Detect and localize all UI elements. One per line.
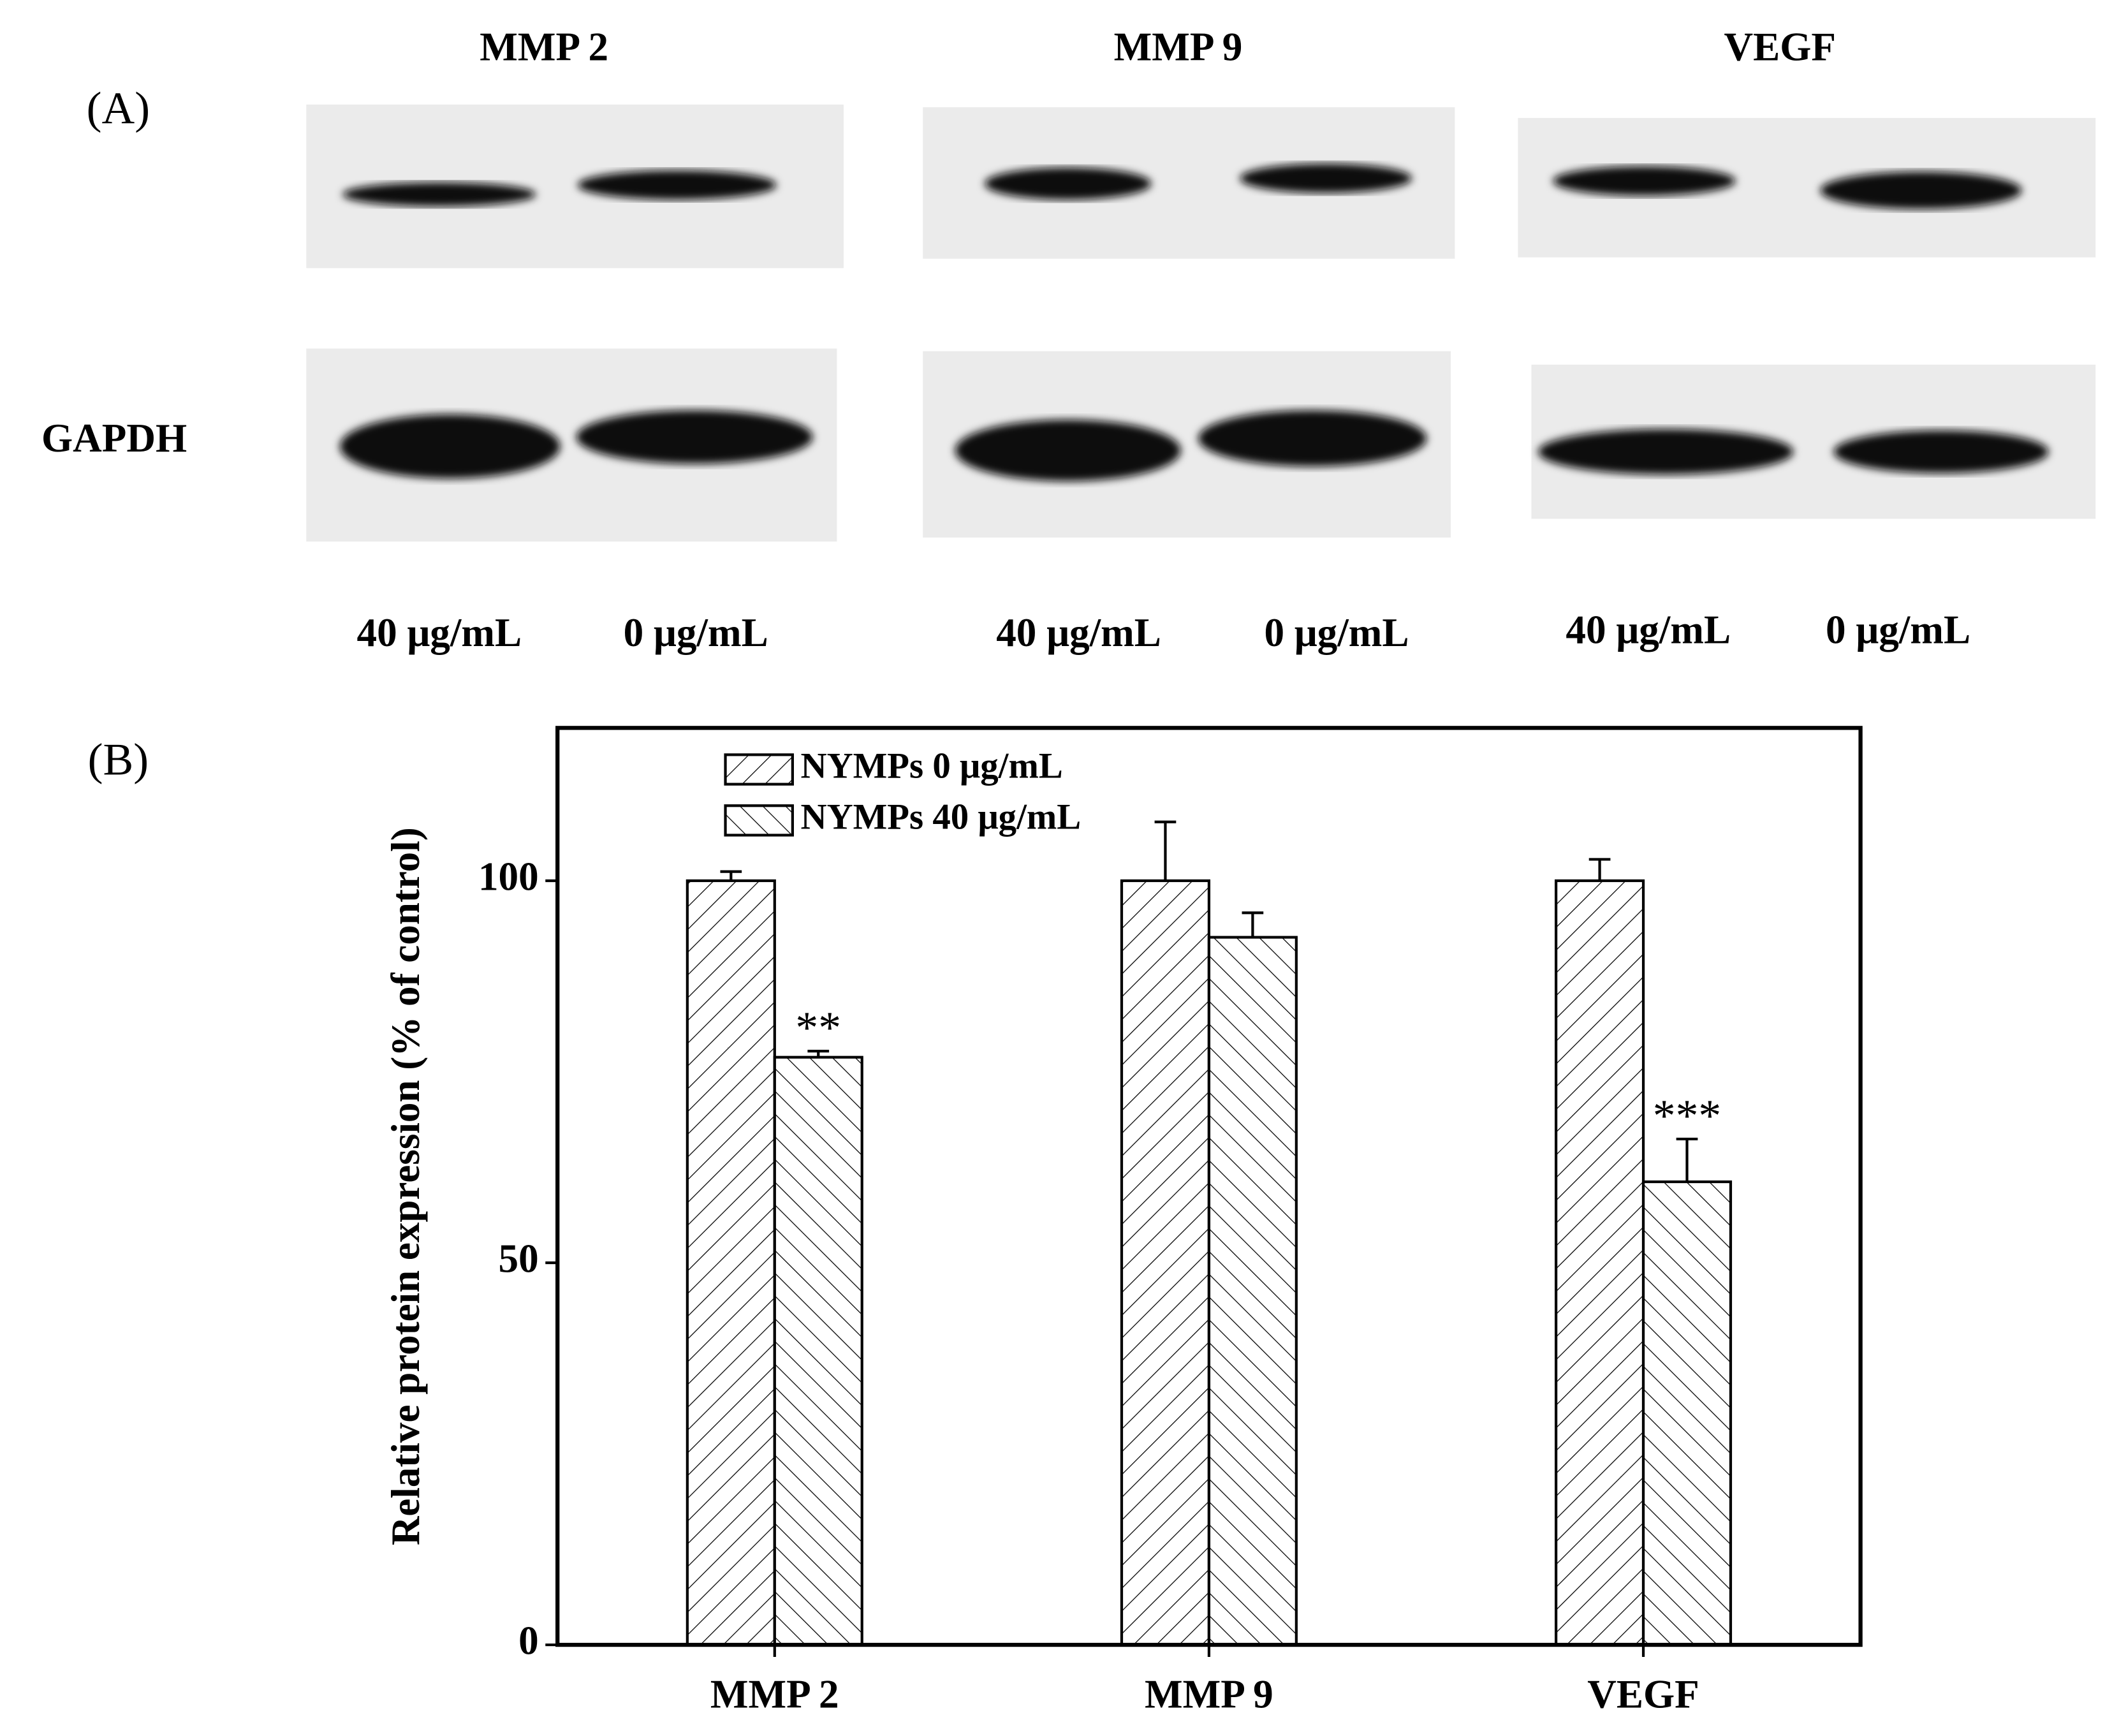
x-tick-label: MMP 2 bbox=[710, 1672, 839, 1717]
lane-label: 0 μg/mL bbox=[1264, 610, 1409, 655]
band bbox=[1820, 172, 2022, 209]
band bbox=[342, 182, 536, 207]
blot-heading: MMP 9 bbox=[1114, 24, 1243, 69]
lane-label: 0 μg/mL bbox=[1826, 608, 1970, 652]
band bbox=[577, 170, 777, 200]
band bbox=[1240, 163, 1412, 193]
lane-label: 0 μg/mL bbox=[624, 610, 768, 655]
y-tick-label: 0 bbox=[518, 1619, 539, 1663]
y-tick-label: 50 bbox=[499, 1237, 539, 1281]
bar bbox=[1641, 1180, 1733, 1647]
bar bbox=[686, 879, 776, 1647]
blot-images bbox=[306, 104, 2096, 542]
error-bar bbox=[1154, 820, 1177, 881]
band bbox=[1198, 410, 1427, 467]
band bbox=[576, 410, 813, 464]
band bbox=[339, 414, 561, 479]
panel-label: (A) bbox=[87, 83, 150, 133]
band bbox=[1833, 430, 2049, 473]
significance-label: ** bbox=[795, 1003, 841, 1053]
y-axis-label: Relative protein expression (% of contro… bbox=[383, 827, 428, 1545]
panel-label: (B) bbox=[88, 735, 149, 785]
band bbox=[1553, 166, 1736, 196]
lane-label: 40 μg/mL bbox=[1566, 608, 1731, 652]
legend-label: NYMPs 40 μg/mL bbox=[801, 797, 1082, 837]
band bbox=[1538, 429, 1794, 475]
bar bbox=[1120, 879, 1211, 1647]
error-bar bbox=[1242, 911, 1264, 938]
error-bar bbox=[807, 1050, 830, 1057]
x-tick-label: MMP 9 bbox=[1145, 1672, 1273, 1717]
bar bbox=[1207, 936, 1298, 1647]
lane-label: 40 μg/mL bbox=[356, 610, 522, 655]
loading-control-label: GAPDH bbox=[41, 416, 187, 460]
legend-label: NYMPs 0 μg/mL bbox=[801, 746, 1063, 786]
y-tick-label: 100 bbox=[478, 854, 539, 899]
blot-heading: VEGF bbox=[1724, 24, 1836, 69]
plot-frame bbox=[555, 726, 1863, 1647]
error-bar bbox=[1676, 1137, 1698, 1182]
legend-swatch bbox=[724, 804, 794, 837]
lane-label: 40 μg/mL bbox=[996, 610, 1161, 655]
error-bar bbox=[720, 870, 742, 881]
error-bar bbox=[1588, 858, 1611, 881]
x-tick-label: VEGF bbox=[1587, 1672, 1699, 1717]
bar bbox=[773, 1056, 863, 1647]
blot-heading: MMP 2 bbox=[480, 24, 608, 69]
bar bbox=[1555, 879, 1645, 1647]
legend-swatch bbox=[724, 753, 794, 786]
band bbox=[985, 167, 1152, 200]
significance-label: *** bbox=[1653, 1091, 1721, 1141]
band bbox=[955, 419, 1181, 482]
